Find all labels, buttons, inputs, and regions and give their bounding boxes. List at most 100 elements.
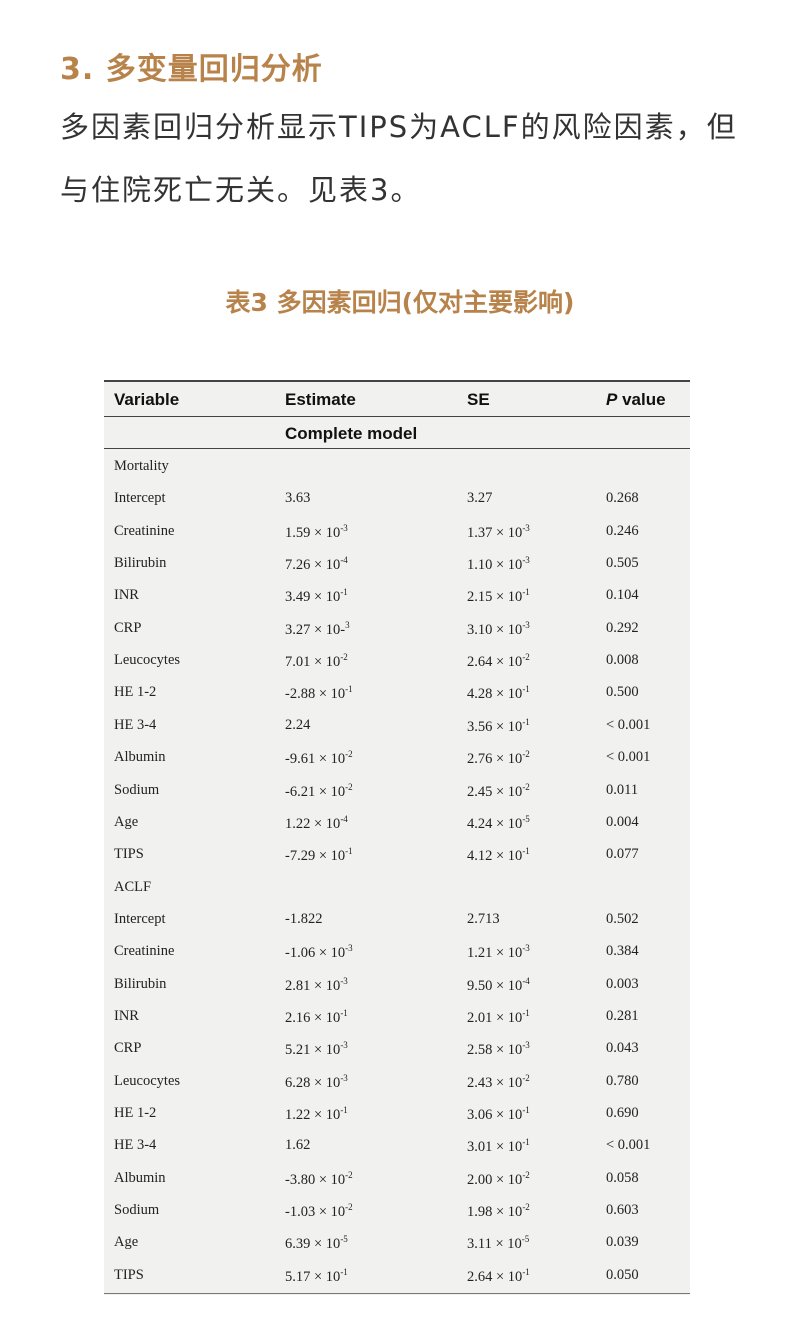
cell-v: Albumin: [114, 1169, 166, 1186]
cell-est: -1.822: [285, 910, 323, 927]
cell-exponent: -1: [345, 846, 353, 857]
cell-base: -3.80 × 10: [285, 1171, 346, 1188]
cell-p: < 0.001: [606, 1137, 651, 1154]
cell-p: 0.780: [606, 1072, 639, 1089]
cell-p: 0.500: [606, 684, 639, 701]
table-row: CRP 3.27 × 10-3 3.10 × 10-3 0.292: [104, 612, 690, 644]
cell-se: 3.11 × 10-5: [467, 1234, 529, 1253]
cell-base: 3.11 × 10: [467, 1236, 522, 1253]
cell-base: 2.43 × 10: [467, 1074, 523, 1091]
table-row: INR 2.16 × 10-1 2.01 × 10-1 0.281: [104, 1000, 690, 1032]
cell-v: HE 1-2: [114, 1105, 157, 1121]
regression-table: Variable Estimate SE P value Complete mo…: [104, 380, 690, 1295]
cell-se: 2.00 × 10-2: [467, 1170, 530, 1189]
cell-base: 3.10 × 10: [467, 621, 523, 638]
cell-p: 0.003: [606, 975, 639, 992]
cell-base: 4.28 × 10: [467, 686, 523, 703]
cell-v: HE 1-2: [114, 684, 157, 701]
cell-exponent: -1: [522, 846, 530, 857]
cell-v: CRP: [114, 1040, 142, 1057]
cell-v: Age: [114, 813, 139, 830]
cell-base: 7.01 × 10: [285, 654, 341, 671]
cell-base: 1.98 × 10: [467, 1204, 523, 1221]
cell-v: Creatinine: [114, 522, 175, 539]
cell-v: Leucocytes: [114, 1072, 181, 1089]
cell-p: 0.058: [606, 1169, 639, 1186]
cell-est: 1.22 × 10-4: [285, 814, 348, 833]
cell-exponent: -1: [522, 1007, 530, 1018]
cell-est: -2.88 × 10-1: [285, 684, 353, 703]
table-row: Albumin -3.80 × 10-2 2.00 × 10-2 0.058: [104, 1162, 690, 1194]
cell-se: 1.10 × 10-3: [467, 555, 530, 574]
cell-base: 2.81 × 10: [285, 977, 341, 994]
cell-base: 3.01 × 10: [467, 1139, 523, 1156]
header-p-rest: value: [617, 390, 666, 409]
cell-v: TIPS: [114, 846, 144, 863]
cell-base: 9.50 × 10: [467, 977, 523, 994]
cell-est: -7.29 × 10-1: [285, 846, 353, 865]
cell-se: 1.98 × 10-2: [467, 1202, 530, 1221]
cell-est: 2.81 × 10-3: [285, 976, 348, 995]
cell-v: Mortality: [114, 458, 169, 474]
cell-exponent: -2: [345, 1169, 353, 1180]
cell-p: 0.004: [606, 813, 639, 830]
cell-se: 2.43 × 10-2: [467, 1073, 530, 1092]
cell-base: 2.76 × 10: [467, 751, 523, 768]
table-row: CRP 5.21 × 10-3 2.58 × 10-3 0.043: [104, 1032, 690, 1064]
cell-se: 2.64 × 10-2: [467, 652, 530, 671]
cell-exponent: 3: [345, 619, 350, 630]
cell-p: 0.603: [606, 1202, 639, 1219]
cell-exponent: -1: [340, 587, 348, 598]
cell-exponent: -1: [522, 587, 530, 598]
cell-p: 0.104: [606, 587, 639, 604]
table-top-rule: [104, 380, 690, 382]
cell-base: 1.21 × 10: [467, 945, 523, 962]
cell-se: 2.15 × 10-1: [467, 587, 530, 606]
cell-base: 3.49 × 10: [285, 589, 341, 606]
cell-base: 1.59 × 10: [285, 524, 341, 541]
cell-p: 0.292: [606, 619, 639, 636]
cell-exponent: -2: [345, 1202, 353, 1213]
cell-base: 1.22 × 10: [285, 1107, 341, 1123]
cell-se: 3.56 × 10-1: [467, 717, 530, 736]
cell-se: 2.45 × 10-2: [467, 782, 530, 801]
cell-exponent: -2: [522, 781, 530, 792]
cell-exponent: -3: [345, 943, 353, 954]
table-row: Bilirubin 2.81 × 10-3 9.50 × 10-4 0.003: [104, 968, 690, 1000]
cell-base: 1.37 × 10: [467, 524, 523, 541]
cell-est: 5.17 × 10-1: [285, 1267, 348, 1286]
cell-exponent: -2: [345, 749, 353, 760]
table-row: Bilirubin 7.26 × 10-4 1.10 × 10-3 0.505: [104, 547, 690, 579]
cell-est: 3.49 × 10-1: [285, 587, 348, 606]
cell-v: TIPS: [114, 1266, 144, 1283]
model-label: Complete model: [285, 424, 418, 443]
table-row: HE 1-2 -2.88 × 10-1 4.28 × 10-1 0.500: [104, 676, 690, 708]
cell-base: 3.27 × 10-: [285, 621, 346, 638]
cell-est: -6.21 × 10-2: [285, 782, 353, 801]
cell-est: 7.01 × 10-2: [285, 652, 348, 671]
cell-exponent: -4: [522, 975, 530, 986]
cell-v: INR: [114, 1007, 139, 1024]
cell-exponent: -2: [522, 749, 530, 760]
cell-exponent: -3: [340, 1040, 348, 1051]
cell-p: < 0.001: [606, 749, 651, 766]
cell-se: 9.50 × 10-4: [467, 976, 530, 995]
table-row: Intercept 3.63 3.27 0.268: [104, 482, 690, 514]
cell-base: 2.15 × 10: [467, 589, 523, 606]
table-bottom-rule: [104, 1293, 690, 1294]
cell-exponent: -3: [522, 619, 530, 630]
cell-exponent: -1: [340, 1007, 348, 1018]
header-estimate: Estimate: [285, 390, 356, 409]
cell-p: 0.039: [606, 1234, 639, 1251]
cell-base: 4.24 × 10: [467, 815, 523, 832]
cell-p: 0.077: [606, 846, 639, 863]
cell-exponent: -2: [522, 1072, 530, 1083]
cell-exponent: -1: [522, 1105, 530, 1115]
cell-v: HE 3-4: [114, 716, 157, 733]
cell-v: Albumin: [114, 749, 166, 766]
cell-v: HE 3-4: [114, 1137, 157, 1154]
cell-p: 0.246: [606, 522, 639, 539]
cell-est: 3.63: [285, 490, 311, 507]
cell-est: 5.21 × 10-3: [285, 1040, 348, 1059]
cell-base: 2.00 × 10: [467, 1171, 523, 1188]
